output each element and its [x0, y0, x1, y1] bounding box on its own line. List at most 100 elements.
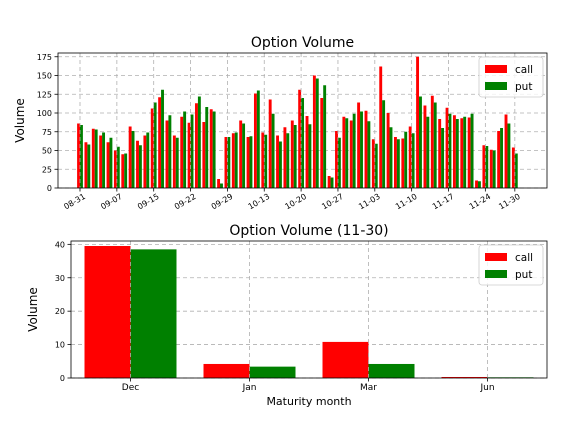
x-tick-label: Jan: [242, 383, 257, 393]
bar-call: [386, 113, 390, 188]
x-tick-label: 11-30: [497, 192, 522, 211]
bar-put: [205, 107, 209, 188]
bar-put: [433, 102, 437, 188]
bar-put: [249, 366, 296, 378]
bar-put: [426, 116, 430, 188]
bar-put: [492, 150, 496, 188]
legend-box: [478, 244, 544, 286]
bar-put: [286, 133, 290, 188]
bar-call: [320, 98, 324, 188]
bar-put: [212, 111, 216, 188]
bar-put: [190, 114, 194, 188]
bar-put: [130, 249, 177, 378]
y-tick-label: 40: [55, 240, 65, 249]
bar-call: [305, 116, 309, 188]
x-tick-label: Dec: [122, 383, 139, 393]
bar-call: [239, 120, 243, 188]
bar-call: [430, 95, 434, 188]
bar-put: [315, 78, 319, 188]
x-tick-label: 09-07: [99, 192, 124, 211]
bar-put: [441, 128, 445, 188]
bar-call: [379, 66, 383, 188]
y-tick-label: 10: [55, 341, 65, 350]
bar-call: [224, 137, 228, 188]
bar-put: [463, 116, 467, 188]
bar-put: [197, 96, 201, 188]
bar-put: [80, 125, 83, 188]
bar-call: [342, 116, 346, 188]
bar-call: [203, 363, 250, 378]
bar-put: [500, 128, 503, 188]
bar-call: [172, 135, 176, 188]
bar-put: [389, 127, 393, 188]
x-tick-label: Mar: [360, 383, 377, 393]
bar-put: [411, 133, 415, 188]
bar-put: [116, 146, 120, 188]
bar-call: [187, 122, 191, 188]
bar-call: [322, 341, 369, 378]
bar-call: [452, 115, 456, 188]
bar-call: [401, 138, 405, 188]
y-axis-label: Volume: [13, 98, 27, 143]
bar-call: [121, 154, 125, 188]
bar-put: [360, 111, 363, 188]
bar-put: [477, 181, 481, 188]
bar-put: [256, 90, 260, 188]
bar-put: [514, 153, 518, 188]
x-axis-label: Maturity month: [266, 395, 351, 408]
bar-put: [146, 132, 150, 188]
plot-frame: [57, 52, 548, 189]
bar-call: [158, 97, 162, 188]
bar-put: [330, 177, 334, 188]
y-axis-label: Volume: [26, 287, 40, 332]
x-tick-label: 09-29: [210, 192, 235, 211]
y-tick-label: 175: [37, 53, 52, 62]
x-tick-label: 11-10: [394, 192, 419, 211]
legend-swatch-put: [485, 82, 507, 90]
bar-put: [271, 113, 275, 188]
bar-put: [301, 98, 304, 188]
bar-call: [312, 75, 316, 188]
bar-put: [345, 118, 349, 188]
x-tick-label: 10-13: [247, 192, 272, 211]
y-tick-label: 25: [42, 165, 52, 174]
bar-call: [143, 135, 147, 188]
bar-call: [335, 131, 338, 188]
x-tick-label: 09-15: [136, 192, 161, 211]
legend-label-call: call: [515, 252, 533, 264]
y-tick-label: 150: [37, 72, 52, 81]
bar-put: [249, 136, 253, 188]
x-tick-label: 11-17: [431, 192, 456, 211]
bar-call: [445, 107, 449, 188]
bar-call: [349, 120, 353, 188]
bar-put: [368, 363, 415, 378]
bar-call: [246, 137, 250, 188]
bar-put: [308, 124, 312, 188]
bar-call: [84, 246, 131, 378]
bar-put: [382, 100, 386, 188]
y-tick-label: 75: [42, 128, 52, 137]
legend-swatch-call: [485, 253, 507, 261]
bar-call: [231, 133, 235, 188]
legend-swatch-call: [485, 65, 507, 73]
bar-call: [364, 110, 368, 188]
x-tick-label: 11-03: [357, 192, 382, 211]
bar-call: [253, 93, 257, 188]
bar-call: [423, 105, 427, 188]
bar-put: [124, 153, 128, 188]
bar-put: [242, 123, 246, 188]
legend-label-put: put: [515, 269, 532, 281]
y-tick-label: 30: [55, 274, 65, 283]
bar-put: [94, 129, 98, 188]
bar-call: [467, 117, 471, 188]
y-tick-label: 0: [60, 374, 65, 383]
bar-call: [150, 108, 154, 188]
bar-call: [180, 116, 184, 188]
bar-call: [438, 119, 442, 188]
bar-put: [227, 137, 231, 188]
bar-put: [220, 183, 223, 188]
bar-put: [367, 121, 371, 188]
bar-call: [371, 139, 375, 188]
bar-call: [77, 123, 80, 188]
